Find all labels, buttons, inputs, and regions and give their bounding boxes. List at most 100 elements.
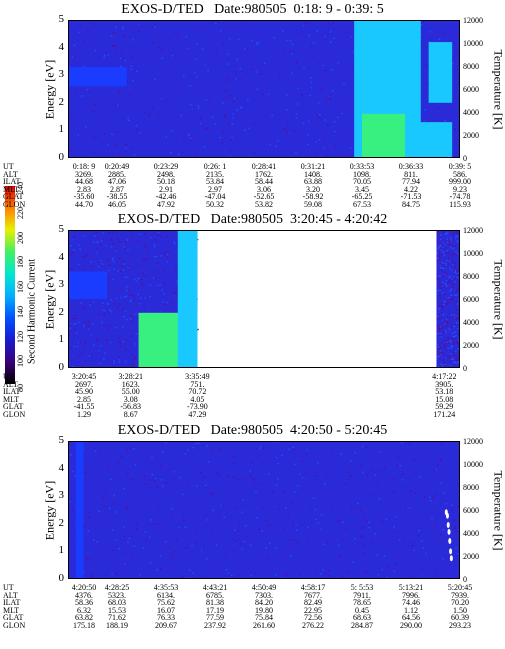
noise-pixel (431, 518, 433, 520)
noise-pixel (130, 147, 133, 150)
noise-pixel (378, 469, 380, 472)
noise-pixel (222, 132, 224, 134)
noise-pixel (438, 336, 440, 338)
noise-pixel (135, 70, 138, 73)
noise-pixel (455, 235, 457, 237)
energy-axis-label: Energy [eV] (42, 59, 57, 120)
orbit-table-cell: 7303. (254, 590, 273, 600)
orbit-table-cell: 4376. (74, 590, 93, 600)
noise-pixel (442, 242, 444, 244)
orbit-row-label: UT (3, 372, 14, 381)
noise-pixel (114, 144, 117, 146)
noise-pixel (438, 246, 440, 248)
noise-pixel (445, 280, 448, 282)
noise-pixel (126, 79, 128, 82)
noise-pixel (116, 238, 119, 240)
noise-pixel (447, 265, 449, 267)
noise-pixel (378, 498, 380, 500)
noise-pixel (345, 483, 347, 485)
noise-pixel (178, 526, 181, 529)
noise-pixel (306, 133, 309, 136)
noise-pixel (193, 72, 196, 74)
orbit-table-cell: 586. (452, 169, 467, 179)
noise-pixel (449, 275, 451, 278)
noise-pixel (150, 519, 152, 521)
noise-pixel (68, 334, 70, 337)
noise-pixel (243, 20, 245, 22)
noise-pixel (257, 455, 259, 458)
noise-pixel (201, 549, 203, 551)
noise-pixel (439, 349, 442, 352)
noise-pixel (314, 475, 317, 477)
orbit-table-cell: 75.62 (156, 598, 175, 608)
orbit-table-cell: -65.25 (351, 192, 373, 202)
noise-pixel (458, 334, 460, 336)
noise-pixel (454, 350, 457, 353)
noise-pixel (439, 332, 442, 335)
noise-pixel (452, 248, 454, 250)
noise-pixel (118, 153, 121, 156)
noise-pixel (243, 540, 245, 543)
temperature-point (449, 555, 453, 562)
orbit-table-cell: 0:36:33 (398, 162, 424, 171)
orbit-table-cell: 4:35:53 (153, 583, 179, 592)
noise-pixel (85, 471, 87, 474)
noise-pixel (130, 293, 133, 296)
noise-pixel (148, 114, 150, 117)
orbit-table-cell: 1.29 (76, 409, 91, 419)
noise-pixel (111, 133, 113, 136)
noise-pixel (149, 284, 152, 286)
noise-pixel (450, 346, 453, 349)
heatmap-feature-blue (75, 441, 84, 579)
noise-pixel (453, 325, 456, 328)
noise-pixel (171, 554, 173, 556)
noise-pixel (113, 330, 115, 332)
noise-pixel (239, 106, 242, 108)
orbit-table-cell: 4:43:21 (202, 583, 228, 592)
noise-pixel (107, 329, 109, 331)
noise-pixel (232, 117, 235, 119)
noise-pixel (122, 340, 124, 343)
noise-pixel (171, 55, 174, 57)
noise-pixel (362, 543, 365, 546)
noise-pixel (82, 235, 85, 237)
noise-pixel (132, 39, 134, 41)
noise-pixel (239, 543, 242, 545)
noise-pixel (108, 507, 111, 509)
noise-pixel (443, 286, 445, 288)
noise-pixel (451, 344, 453, 347)
orbit-row-label: ALT (3, 169, 18, 179)
noise-pixel (131, 354, 133, 356)
noise-pixel (107, 311, 110, 314)
orbit-table-cell: 59.08 (303, 199, 322, 209)
noise-pixel (249, 544, 252, 546)
noise-pixel (419, 475, 422, 478)
noise-pixel (124, 59, 127, 62)
noise-pixel (111, 231, 114, 233)
noise-pixel (105, 245, 107, 247)
orbit-table-cell: 58.36 (74, 598, 93, 608)
orbit-table-cell: 237.92 (203, 620, 226, 630)
noise-pixel (436, 277, 439, 280)
noise-pixel (317, 101, 320, 104)
noise-pixel (401, 479, 404, 481)
temperature-axis-label: Temperature [K] (491, 49, 505, 130)
orbit-table-cell: 2.87 (109, 184, 124, 194)
noise-pixel (449, 364, 452, 367)
noise-pixel (137, 278, 140, 280)
noise-pixel (337, 62, 340, 64)
noise-pixel (341, 112, 343, 115)
noise-pixel (277, 477, 279, 480)
noise-pixel (174, 292, 176, 294)
heatmap-svg (68, 230, 460, 368)
noise-pixel (439, 334, 442, 337)
noise-pixel (449, 261, 451, 263)
noise-pixel (310, 506, 313, 508)
noise-pixel (102, 302, 104, 304)
noise-pixel (450, 240, 452, 242)
orbit-table-cell: 22.95 (303, 605, 322, 615)
noise-pixel (196, 76, 198, 79)
noise-pixel (452, 316, 454, 319)
noise-pixel (440, 482, 442, 484)
noise-pixel (413, 549, 415, 552)
